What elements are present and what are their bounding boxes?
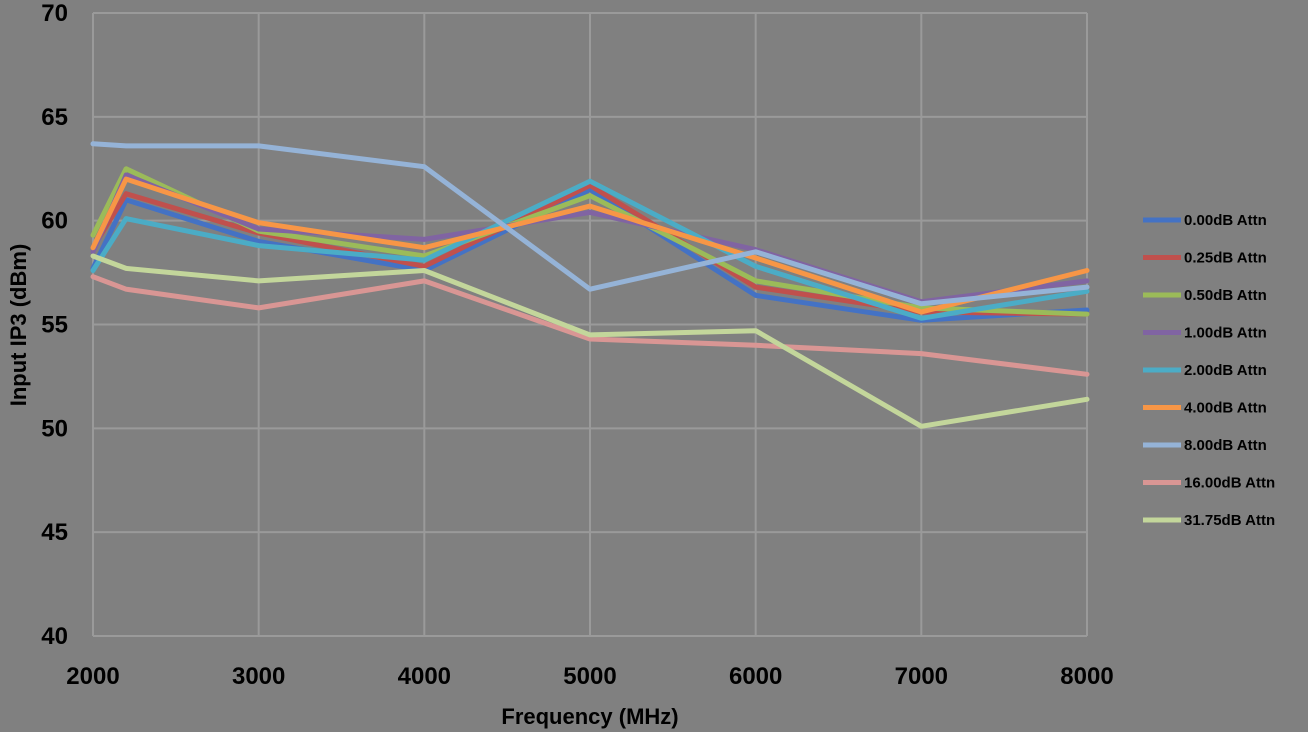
y-axis-ticks: 40 45 50 55 60 65 70 (41, 0, 68, 650)
y-tick-label: 60 (41, 208, 68, 235)
legend-label-2: 0.50dB Attn (1184, 287, 1267, 304)
x-axis-title: Frequency (MHz) (501, 704, 678, 729)
legend-label-6: 8.00dB Attn (1184, 437, 1267, 454)
legend-label-0: 0.00dB Attn (1184, 212, 1267, 229)
legend: 0.00dB Attn 0.25dB Attn 0.50dB Attn 1.00dB … (1143, 212, 1275, 529)
series-line-6 (90, 141, 1090, 307)
x-tick-label: 7000 (895, 663, 948, 690)
series-lines (90, 141, 1090, 429)
x-tick-label: 4000 (398, 663, 451, 690)
legend-label-7: 16.00dB Attn (1184, 475, 1275, 492)
x-tick-label: 5000 (563, 663, 616, 690)
y-tick-label: 65 (41, 104, 68, 131)
y-tick-label: 70 (41, 0, 68, 27)
x-tick-label: 8000 (1060, 663, 1113, 690)
legend-label-1: 0.25dB Attn (1184, 250, 1267, 267)
y-axis-title: Input IP3 (dBm) (6, 244, 31, 407)
legend-label-5: 4.00dB Attn (1184, 400, 1267, 417)
series-line-4 (90, 178, 1090, 321)
y-tick-label: 45 (41, 519, 68, 546)
legend-label-8: 31.75dB Attn (1184, 512, 1275, 529)
x-axis-ticks: 2000 3000 4000 5000 6000 7000 8000 (66, 663, 1113, 690)
y-tick-label: 40 (41, 623, 68, 650)
legend-label-3: 1.00dB Attn (1184, 325, 1267, 342)
x-tick-label: 3000 (232, 663, 285, 690)
series-line-7 (90, 274, 1090, 377)
x-tick-label: 2000 (66, 663, 119, 690)
legend-label-4: 2.00dB Attn (1184, 362, 1267, 379)
y-tick-label: 55 (41, 312, 68, 339)
x-tick-label: 6000 (729, 663, 782, 690)
y-tick-label: 50 (41, 415, 68, 442)
gridlines (92, 12, 1088, 637)
series-line-8 (90, 253, 1090, 429)
